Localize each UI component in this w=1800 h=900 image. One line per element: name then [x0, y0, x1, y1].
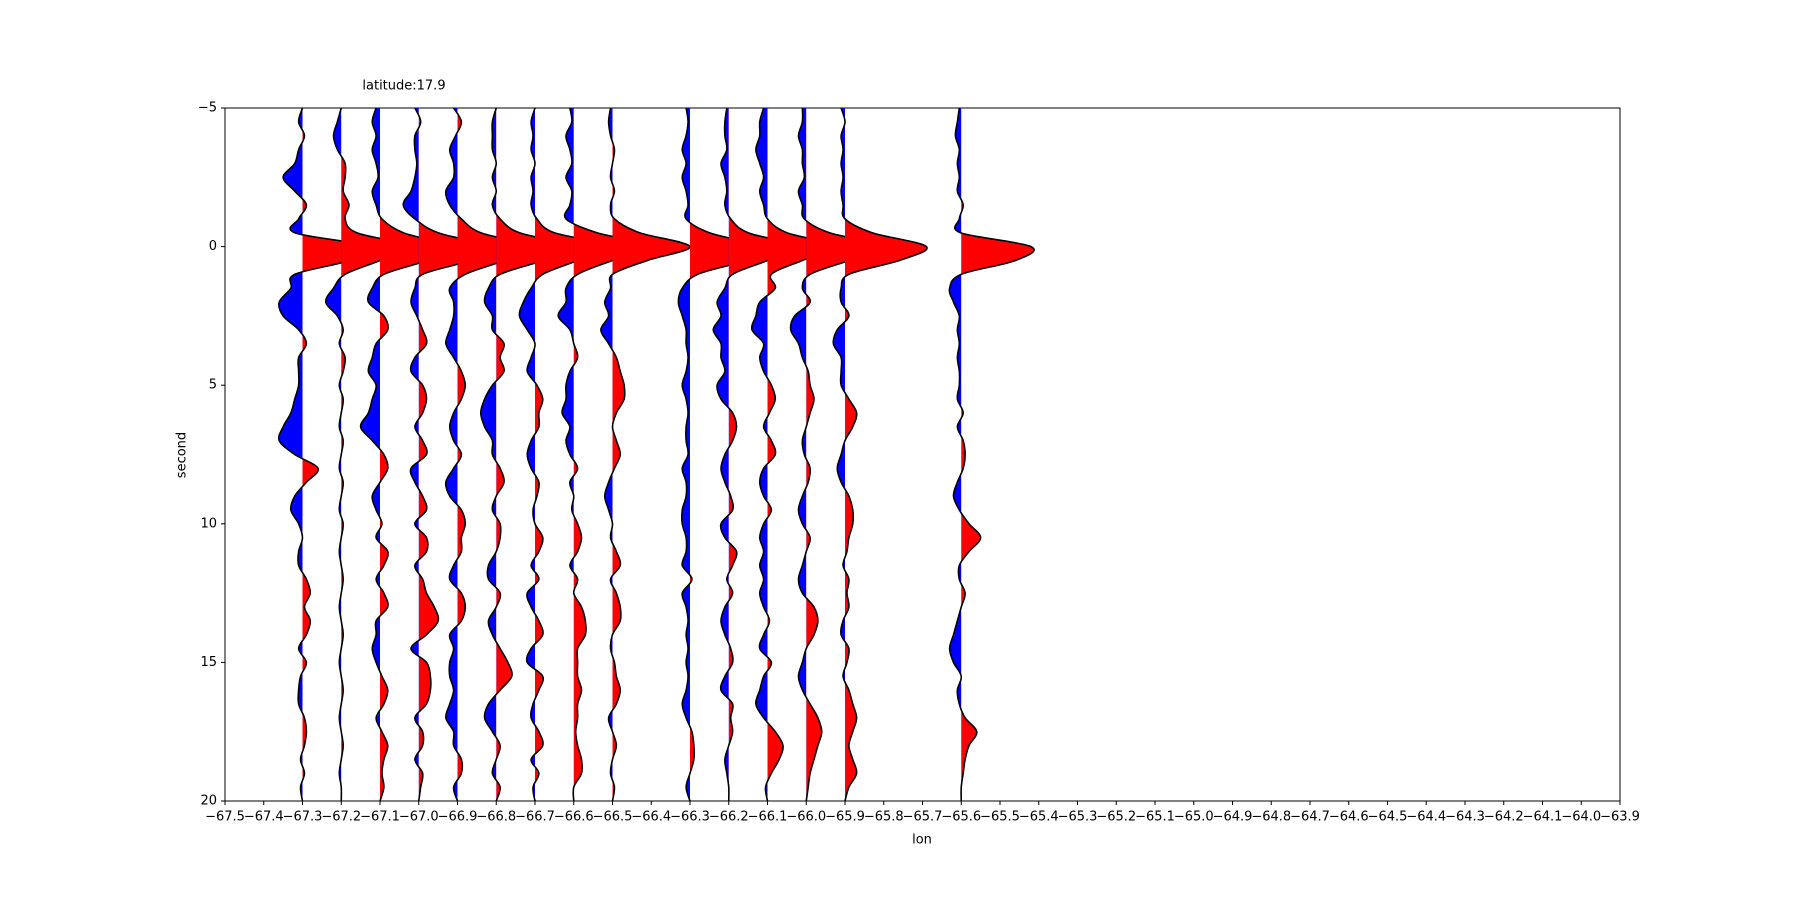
- positive-fill: [961, 108, 1035, 801]
- x-tick-label: −65.7: [903, 810, 943, 825]
- x-tick-label: −66.7: [515, 810, 555, 825]
- x-tick-label: −65.9: [825, 810, 865, 825]
- x-tick-label: −66.9: [438, 810, 478, 825]
- positive-fill: [457, 108, 532, 801]
- y-axis-label: second: [175, 432, 190, 478]
- negative-fill: [751, 108, 768, 801]
- x-tick-label: −66.3: [670, 810, 710, 825]
- x-tick-label: −64.9: [1213, 810, 1253, 825]
- negative-fill: [519, 108, 535, 801]
- negative-fill: [325, 108, 342, 801]
- x-tick-label: −65.8: [864, 810, 904, 825]
- trace-line: [750, 107, 839, 802]
- y-tick-label: 5: [209, 378, 217, 393]
- plot-frame: [224, 107, 1621, 802]
- y-tick-label: −5: [198, 101, 217, 116]
- x-tick-label: −64.1: [1523, 810, 1563, 825]
- x-tick-label: −64.5: [1368, 810, 1408, 825]
- trace-line: [789, 107, 885, 802]
- y-tick-label: 0: [209, 239, 217, 254]
- negative-fill: [678, 108, 690, 801]
- x-tick-label: −65.5: [980, 810, 1020, 825]
- trace-line: [402, 107, 491, 802]
- x-tick-label: −64.4: [1406, 810, 1446, 825]
- trace-line: [479, 107, 575, 802]
- x-tick-label: −66.0: [786, 810, 826, 825]
- x-tick-label: −66.6: [554, 810, 594, 825]
- x-tick-label: −65.6: [941, 810, 981, 825]
- x-tick-label: −65.3: [1058, 810, 1098, 825]
- negative-fill: [445, 108, 458, 801]
- x-tick-label: −67.0: [399, 810, 439, 825]
- x-tick-label: −67.2: [321, 810, 361, 825]
- x-tick-label: −65.2: [1096, 810, 1136, 825]
- trace-line: [444, 107, 533, 802]
- trace-line: [277, 107, 372, 802]
- x-tick-label: −66.2: [709, 810, 749, 825]
- positive-fill: [690, 108, 762, 801]
- x-tick-label: −66.5: [593, 810, 633, 825]
- x-tick-label: −66.8: [476, 810, 516, 825]
- x-tick-label: −64.2: [1484, 810, 1524, 825]
- x-tick-label: −64.8: [1251, 810, 1291, 825]
- x-tick-label: −67.3: [283, 810, 323, 825]
- trace-line: [324, 107, 413, 802]
- x-tick-label: −67.5: [205, 810, 245, 825]
- negative-fill: [360, 108, 380, 801]
- x-tick-label: −67.4: [244, 810, 284, 825]
- trace-line: [677, 107, 763, 802]
- trace-line: [712, 107, 800, 802]
- y-tick-label: 20: [200, 794, 217, 809]
- x-tick-label: −65.1: [1135, 810, 1175, 825]
- positive-fill: [380, 108, 451, 801]
- trace-line: [557, 107, 653, 802]
- negative-fill: [713, 108, 729, 801]
- negative-fill: [403, 108, 419, 801]
- positive-fill: [845, 108, 928, 801]
- positive-fill: [612, 108, 691, 801]
- y-tick-label: 15: [200, 655, 217, 670]
- y-tick-label: 10: [200, 516, 217, 531]
- positive-fill: [341, 108, 412, 801]
- trace-line: [948, 107, 1035, 802]
- x-tick-label: −65.0: [1174, 810, 1214, 825]
- positive-fill: [418, 108, 490, 801]
- x-tick-label: −66.4: [631, 810, 671, 825]
- x-tick-label: −64.6: [1329, 810, 1369, 825]
- x-tick-label: −63.9: [1600, 810, 1640, 825]
- negative-fill: [278, 108, 303, 801]
- chart-title: latitude:17.9: [362, 79, 445, 94]
- positive-fill: [728, 108, 799, 801]
- x-axis-label: lon: [912, 833, 932, 848]
- x-tick-label: −64.0: [1561, 810, 1601, 825]
- trace-line: [359, 107, 452, 802]
- positive-fill: [302, 108, 371, 801]
- x-tick-label: −64.3: [1445, 810, 1485, 825]
- trace-line: [832, 107, 928, 802]
- x-tick-label: −65.4: [1019, 810, 1059, 825]
- x-tick-label: −67.1: [360, 810, 400, 825]
- x-tick-label: −64.7: [1290, 810, 1330, 825]
- negative-fill: [558, 108, 574, 801]
- x-tick-label: −66.1: [748, 810, 788, 825]
- trace-line: [600, 107, 691, 802]
- trace-line: [518, 107, 614, 802]
